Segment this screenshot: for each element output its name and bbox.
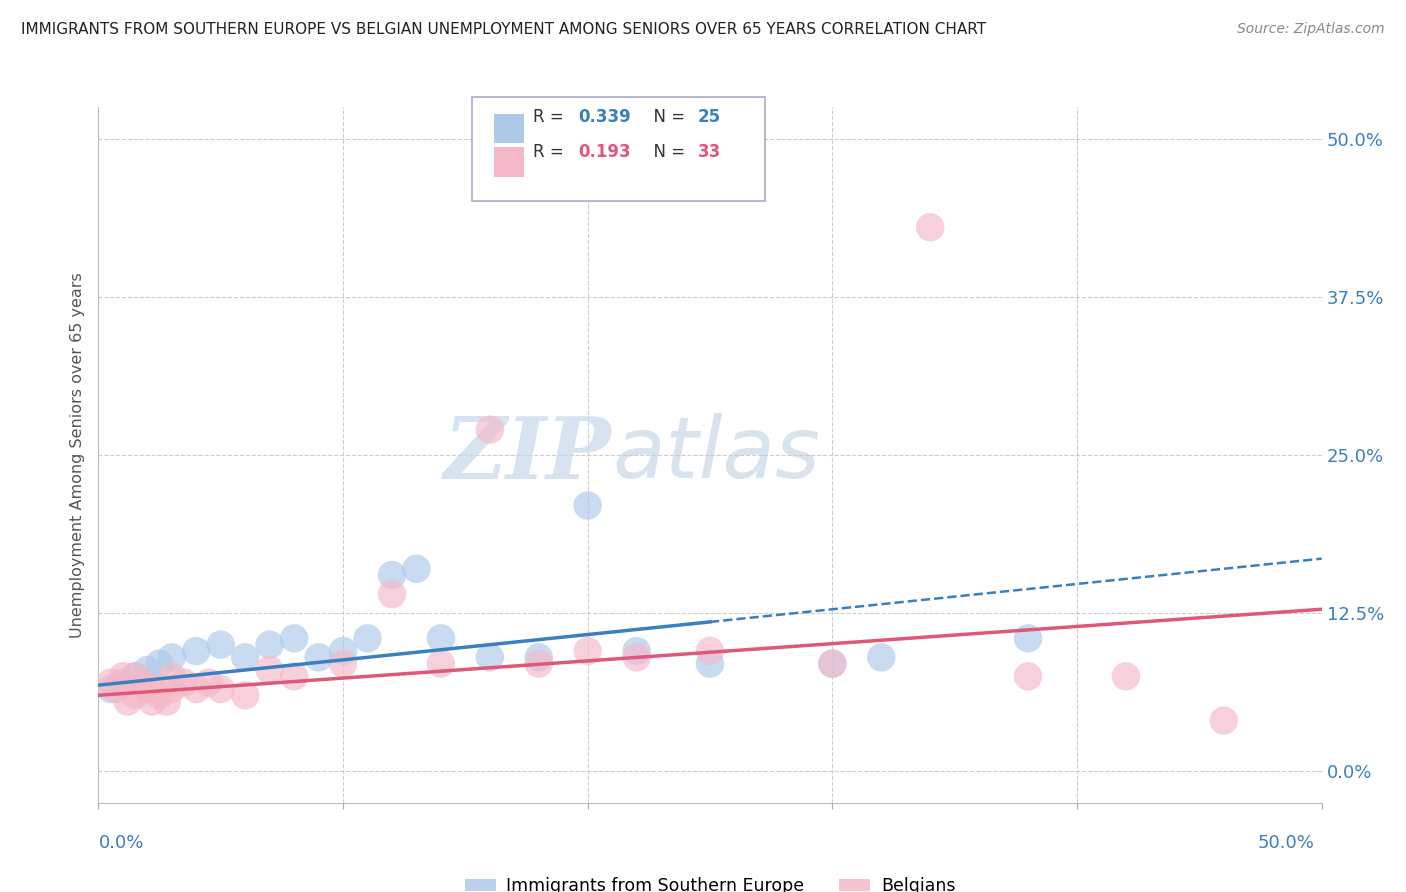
Point bbox=[576, 499, 599, 513]
Point bbox=[308, 650, 330, 665]
Point bbox=[821, 657, 844, 671]
Point bbox=[186, 681, 208, 696]
Point bbox=[1115, 669, 1137, 683]
Point bbox=[576, 644, 599, 658]
Point bbox=[870, 650, 893, 665]
Point bbox=[100, 675, 122, 690]
Point bbox=[104, 681, 127, 696]
Point bbox=[1017, 632, 1039, 646]
Point bbox=[156, 695, 179, 709]
Point bbox=[332, 644, 354, 658]
Text: 0.0%: 0.0% bbox=[98, 834, 143, 852]
Point bbox=[149, 688, 172, 702]
Point bbox=[527, 657, 550, 671]
Text: ZIP: ZIP bbox=[444, 413, 612, 497]
Point bbox=[136, 681, 159, 696]
Point bbox=[430, 632, 453, 646]
Point bbox=[124, 688, 146, 702]
Point bbox=[160, 650, 183, 665]
Point bbox=[626, 644, 648, 658]
Point bbox=[131, 675, 153, 690]
Point bbox=[283, 669, 305, 683]
Point bbox=[259, 663, 281, 677]
Point bbox=[699, 657, 721, 671]
Point bbox=[626, 650, 648, 665]
Point bbox=[124, 669, 146, 683]
Text: R =: R = bbox=[533, 109, 568, 127]
Text: N =: N = bbox=[643, 144, 690, 161]
Point bbox=[1017, 669, 1039, 683]
Point bbox=[160, 681, 183, 696]
Point bbox=[111, 669, 134, 683]
Point bbox=[381, 587, 404, 601]
Point bbox=[283, 632, 305, 646]
Point bbox=[1212, 714, 1234, 728]
Point bbox=[117, 695, 139, 709]
Point bbox=[209, 681, 232, 696]
Text: 33: 33 bbox=[697, 144, 721, 161]
Point bbox=[100, 681, 122, 696]
Point bbox=[233, 650, 256, 665]
Point bbox=[527, 650, 550, 665]
Point bbox=[149, 657, 172, 671]
Text: 0.193: 0.193 bbox=[578, 144, 630, 161]
Text: N =: N = bbox=[643, 109, 690, 127]
Point bbox=[160, 669, 183, 683]
Point bbox=[233, 688, 256, 702]
Point bbox=[405, 562, 427, 576]
Point bbox=[111, 675, 134, 690]
Point bbox=[124, 669, 146, 683]
Point bbox=[209, 638, 232, 652]
Point bbox=[141, 695, 163, 709]
Point bbox=[136, 663, 159, 677]
Point bbox=[699, 644, 721, 658]
FancyBboxPatch shape bbox=[494, 114, 524, 144]
Point bbox=[197, 675, 219, 690]
Point bbox=[356, 632, 378, 646]
Point bbox=[920, 220, 942, 235]
Point bbox=[478, 650, 501, 665]
Text: 25: 25 bbox=[697, 109, 721, 127]
Point bbox=[478, 423, 501, 437]
Text: atlas: atlas bbox=[612, 413, 820, 497]
FancyBboxPatch shape bbox=[471, 96, 765, 201]
Text: 0.339: 0.339 bbox=[578, 109, 631, 127]
Point bbox=[821, 657, 844, 671]
FancyBboxPatch shape bbox=[494, 147, 524, 177]
Text: Source: ZipAtlas.com: Source: ZipAtlas.com bbox=[1237, 22, 1385, 37]
Y-axis label: Unemployment Among Seniors over 65 years: Unemployment Among Seniors over 65 years bbox=[70, 272, 86, 638]
Legend: Immigrants from Southern Europe, Belgians: Immigrants from Southern Europe, Belgian… bbox=[458, 870, 962, 892]
Point bbox=[259, 638, 281, 652]
Text: R =: R = bbox=[533, 144, 568, 161]
Point bbox=[173, 675, 195, 690]
Point bbox=[332, 657, 354, 671]
Text: 50.0%: 50.0% bbox=[1258, 834, 1315, 852]
Point bbox=[430, 657, 453, 671]
Point bbox=[186, 644, 208, 658]
Point bbox=[381, 568, 404, 582]
Text: IMMIGRANTS FROM SOUTHERN EUROPE VS BELGIAN UNEMPLOYMENT AMONG SENIORS OVER 65 YE: IMMIGRANTS FROM SOUTHERN EUROPE VS BELGI… bbox=[21, 22, 986, 37]
